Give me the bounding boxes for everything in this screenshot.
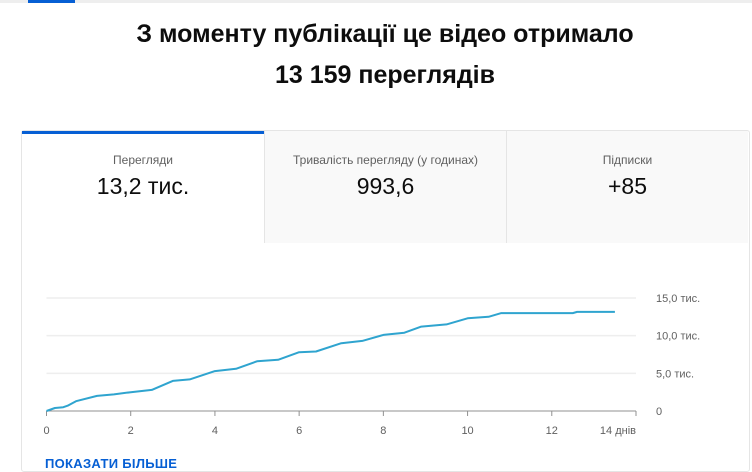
metrics-card: Перегляди 13,2 тис. Тривалість перегляду…	[21, 130, 750, 472]
x-tick-label: 2	[128, 425, 134, 437]
tab-subscribers[interactable]: Підписки +85	[506, 131, 748, 243]
tab-value: +85	[607, 173, 647, 199]
x-tick-label: 0	[43, 425, 49, 437]
x-tick-label: 6	[296, 425, 302, 437]
views-line-chart: 0 5,0 тис. 10,0 тис. 15,0 тис. 0 2 4 6 8 10 12 14 д…	[43, 293, 700, 437]
selected-tab-indicator	[28, 0, 75, 3]
x-tick-label: 8	[380, 425, 386, 437]
y-tick-label: 0	[656, 406, 662, 418]
page-headline: З моменту публікації це відео отримало 1…	[0, 14, 752, 96]
headline-line-1: З моменту публікації це відео отримало	[136, 20, 634, 48]
top-tab-bar	[0, 0, 752, 3]
views-series-line	[46, 310, 615, 412]
tab-label: Тривалість перегляду (у годинах)	[292, 153, 479, 167]
tab-watch-time[interactable]: Тривалість перегляду (у годинах) 993,6	[264, 131, 506, 243]
tab-value: 13,2 тис.	[96, 173, 190, 199]
tab-views[interactable]: Перегляди 13,2 тис.	[22, 131, 264, 243]
tab-label: Підписки	[602, 153, 653, 167]
y-tick-label: 15,0 тис.	[656, 293, 700, 305]
y-tick-label: 5,0 тис.	[656, 368, 694, 380]
metric-tabs: Перегляди 13,2 тис. Тривалість перегляду…	[22, 131, 749, 243]
x-tick-label: 12	[546, 425, 558, 437]
x-tick-label: 14 днів	[600, 425, 636, 437]
headline-line-2: 13 159 переглядів	[274, 61, 496, 89]
x-tick-label: 4	[212, 425, 218, 437]
tab-label: Перегляди	[113, 153, 173, 167]
show-more-link[interactable]: ПОКАЗАТИ БІЛЬШЕ	[45, 456, 178, 471]
tab-value: 993,6	[356, 173, 415, 199]
y-tick-label: 10,0 тис.	[656, 331, 700, 343]
x-tick-label: 10	[461, 425, 473, 437]
